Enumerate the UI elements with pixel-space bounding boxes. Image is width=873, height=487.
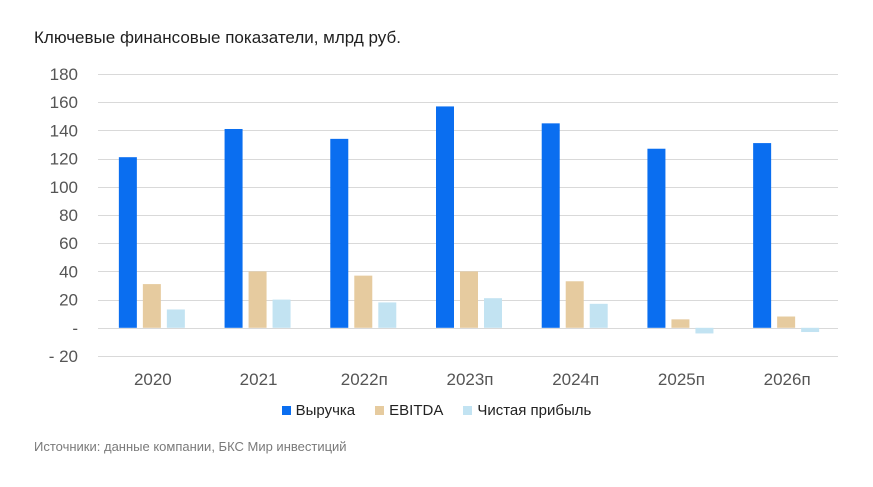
bar	[589, 303, 608, 328]
bar	[378, 302, 397, 328]
bar	[166, 309, 185, 328]
bar	[118, 157, 137, 328]
legend-item: Выручка	[281, 402, 356, 419]
bar	[484, 298, 502, 328]
bar	[436, 106, 454, 328]
bar	[801, 327, 820, 333]
bar	[777, 316, 796, 328]
bar	[330, 138, 349, 328]
bar	[671, 319, 690, 328]
legend-item: EBITDA	[375, 402, 443, 419]
y-tick-label: 120	[50, 150, 78, 169]
y-tick-label: 160	[50, 93, 78, 112]
bar	[541, 123, 560, 328]
legend-swatch	[375, 406, 385, 415]
bars	[118, 106, 820, 334]
x-category-label: 2026п	[764, 370, 811, 389]
legend-item: Чистая прибыль	[463, 402, 591, 419]
y-tick-label: 100	[50, 178, 78, 197]
x-category-label: 2021	[240, 370, 278, 389]
x-category-label: 2023п	[446, 370, 493, 389]
x-category-label: 2022п	[341, 370, 388, 389]
y-tick-label: 140	[50, 121, 78, 140]
bar	[695, 327, 714, 334]
legend-swatch	[281, 406, 291, 415]
legend: Выручка EBITDA Чистая прибыль	[0, 402, 873, 419]
y-tick-label: 40	[59, 262, 78, 281]
source-note: Источники: данные компании, БКС Мир инве…	[34, 439, 347, 454]
y-tick-label: 80	[59, 206, 78, 225]
bar	[224, 128, 243, 328]
bar	[565, 281, 584, 328]
y-axis-tick-labels: - 20 - 20 40 60 80 100 120 140 160 180	[49, 65, 78, 366]
legend-swatch	[463, 406, 473, 415]
y-tick-label: 20	[59, 291, 78, 310]
bar	[248, 271, 267, 328]
bar	[354, 275, 373, 328]
bar	[460, 271, 478, 328]
bar	[647, 148, 666, 328]
bar	[272, 299, 291, 328]
bar	[142, 284, 161, 328]
x-category-label: 2024п	[552, 370, 599, 389]
x-category-label: 2020	[134, 370, 172, 389]
legend-label: EBITDA	[389, 402, 444, 419]
y-tick-label: - 20	[49, 347, 78, 366]
x-category-label: 2025п	[658, 370, 705, 389]
bar	[753, 143, 772, 328]
legend-label: Выручка	[295, 402, 356, 419]
y-tick-label: 60	[59, 234, 78, 253]
x-axis-category-labels: 2020 2021 2022п 2023п 2024п 2025п 2026п	[134, 370, 811, 389]
y-tick-label: 180	[50, 65, 78, 84]
chart-title: Ключевые финансовые показатели, млрд руб…	[34, 28, 401, 47]
y-tick-label: -	[72, 319, 78, 338]
legend-label: Чистая прибыль	[477, 402, 592, 419]
